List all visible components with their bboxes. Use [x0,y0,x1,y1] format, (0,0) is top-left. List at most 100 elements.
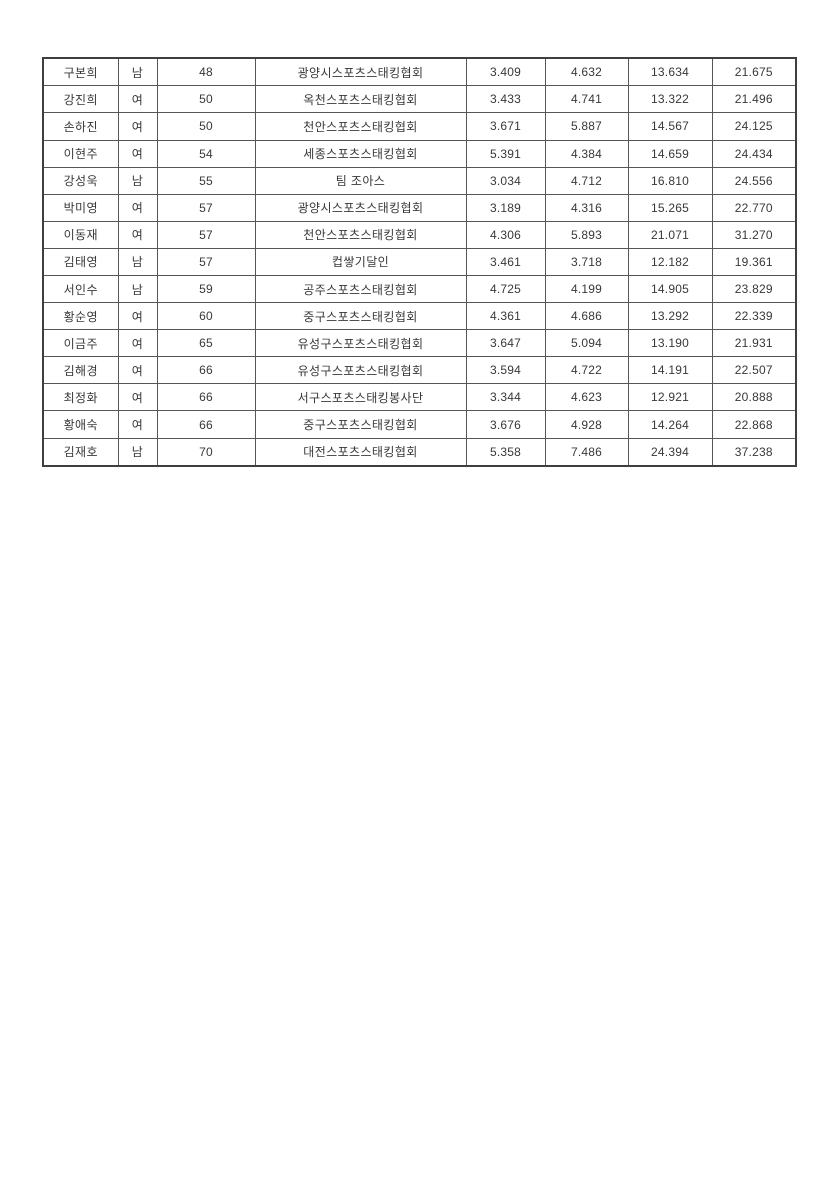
cell-time3: 14.905 [627,274,713,304]
cell-time3: 16.810 [627,166,713,195]
cell-age: 54 [156,139,256,168]
cell-time3: 14.659 [627,139,713,168]
table-row: 황순영 여 60 중구스포츠스태킹협회 4.361 4.686 13.292 22.339 [42,302,797,331]
cell-gender: 남 [117,274,158,304]
cell-time1: 3.461 [465,247,546,277]
cell-name: 손하진 [42,112,119,141]
cell-age: 57 [156,193,256,222]
table-row: 강성욱 남 55 팀 조아스 3.034 4.712 16.810 24.556 [42,166,797,195]
cell-name: 김태영 [42,247,119,277]
cell-team: 광양시스포츠스태킹협회 [254,193,467,222]
cell-name: 황순영 [42,302,119,331]
cell-time2: 5.887 [544,112,629,141]
cell-time1: 3.594 [465,356,546,385]
cell-gender: 여 [117,329,158,358]
cell-age: 48 [156,57,256,87]
cell-total: 23.829 [711,274,797,304]
cell-time2: 5.094 [544,329,629,358]
table-row: 이현주 여 54 세종스포츠스태킹협회 5.391 4.384 14.659 24.434 [42,139,797,168]
cell-name: 강성욱 [42,166,119,195]
cell-total: 22.868 [711,410,797,439]
cell-gender: 남 [117,247,158,277]
cell-time2: 4.712 [544,166,629,195]
cell-team: 천안스포츠스태킹협회 [254,112,467,141]
cell-time3: 24.394 [627,437,713,467]
cell-gender: 남 [117,437,158,467]
table-row: 손하진 여 50 천안스포츠스태킹협회 3.671 5.887 14.567 24.125 [42,112,797,141]
cell-age: 50 [156,85,256,114]
cell-age: 60 [156,302,256,331]
cell-gender: 여 [117,220,158,249]
cell-gender: 남 [117,57,158,87]
cell-time1: 4.725 [465,274,546,304]
cell-time3: 13.322 [627,85,713,114]
cell-age: 59 [156,274,256,304]
cell-time1: 5.358 [465,437,546,467]
cell-team: 공주스포츠스태킹협회 [254,274,467,304]
table-row: 박미영 여 57 광양시스포츠스태킹협회 3.189 4.316 15.265 22.770 [42,193,797,222]
cell-gender: 여 [117,410,158,439]
cell-team: 유성구스포츠스태킹협회 [254,329,467,358]
cell-gender: 여 [117,383,158,412]
table-row: 강진희 여 50 옥천스포츠스태킹협회 3.433 4.741 13.322 21.496 [42,85,797,114]
cell-time2: 4.632 [544,57,629,87]
cell-time2: 4.316 [544,193,629,222]
cell-time1: 3.344 [465,383,546,412]
cell-time3: 12.921 [627,383,713,412]
cell-team: 컵쌓기달인 [254,247,467,277]
cell-time3: 15.265 [627,193,713,222]
cell-gender: 여 [117,139,158,168]
cell-age: 50 [156,112,256,141]
table-row: 이동재 여 57 천안스포츠스태킹협회 4.306 5.893 21.071 31.270 [42,220,797,249]
cell-name: 김재호 [42,437,119,467]
cell-time1: 4.361 [465,302,546,331]
cell-gender: 여 [117,302,158,331]
cell-age: 66 [156,410,256,439]
cell-total: 21.496 [711,85,797,114]
cell-time3: 14.264 [627,410,713,439]
cell-name: 황애숙 [42,410,119,439]
cell-gender: 남 [117,166,158,195]
table-row: 황애숙 여 66 중구스포츠스태킹협회 3.676 4.928 14.264 22.868 [42,410,797,439]
cell-total: 37.238 [711,437,797,467]
cell-name: 이금주 [42,329,119,358]
cell-time3: 14.567 [627,112,713,141]
cell-team: 천안스포츠스태킹협회 [254,220,467,249]
cell-gender: 여 [117,112,158,141]
cell-time1: 5.391 [465,139,546,168]
cell-time3: 12.182 [627,247,713,277]
cell-time3: 13.190 [627,329,713,358]
cell-team: 중구스포츠스태킹협회 [254,302,467,331]
cell-time2: 3.718 [544,247,629,277]
cell-team: 중구스포츠스태킹협회 [254,410,467,439]
cell-name: 서인수 [42,274,119,304]
cell-time3: 13.292 [627,302,713,331]
cell-time3: 14.191 [627,356,713,385]
cell-name: 강진희 [42,85,119,114]
cell-time3: 21.071 [627,220,713,249]
cell-team: 옥천스포츠스태킹협회 [254,85,467,114]
cell-total: 19.361 [711,247,797,277]
cell-time1: 3.671 [465,112,546,141]
cell-total: 20.888 [711,383,797,412]
cell-name: 이현주 [42,139,119,168]
table-row: 김재호 남 70 대전스포츠스태킹협회 5.358 7.486 24.394 37.238 [42,437,797,467]
cell-time2: 4.623 [544,383,629,412]
cell-time1: 4.306 [465,220,546,249]
table-row: 최정화 여 66 서구스포츠스태킹봉사단 3.344 4.623 12.921 20.888 [42,383,797,412]
cell-age: 55 [156,166,256,195]
cell-total: 22.339 [711,302,797,331]
cell-total: 21.931 [711,329,797,358]
table-row: 서인수 남 59 공주스포츠스태킹협회 4.725 4.199 14.905 23.829 [42,274,797,304]
cell-gender: 여 [117,356,158,385]
cell-gender: 여 [117,85,158,114]
cell-name: 김해경 [42,356,119,385]
cell-time2: 4.686 [544,302,629,331]
cell-age: 57 [156,220,256,249]
cell-time2: 7.486 [544,437,629,467]
cell-team: 광양시스포츠스태킹협회 [254,57,467,87]
cell-name: 이동재 [42,220,119,249]
table-row: 이금주 여 65 유성구스포츠스태킹협회 3.647 5.094 13.190 21.931 [42,329,797,358]
cell-age: 57 [156,247,256,277]
